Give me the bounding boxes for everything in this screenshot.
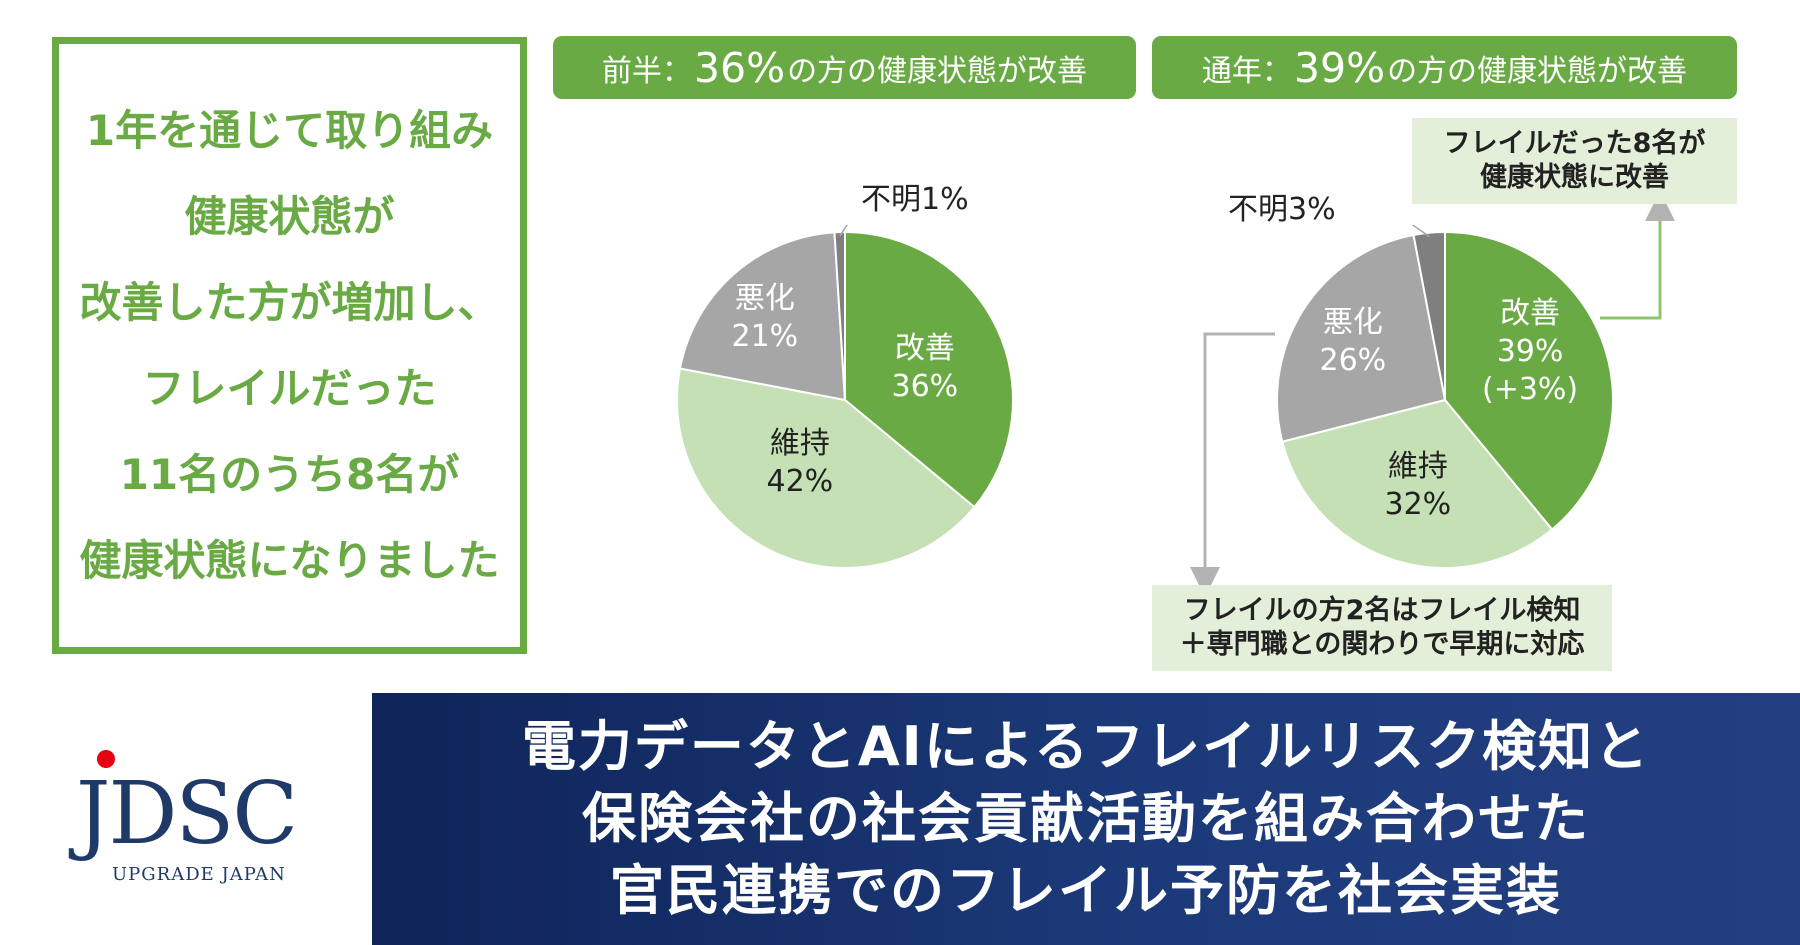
- pie-slice-unknown: [1412, 230, 1446, 401]
- callout-line: フレイルだった8名が: [1443, 128, 1706, 159]
- leader-line: [839, 225, 848, 237]
- pie-slice-worsened: [1276, 233, 1447, 443]
- improved-frailty-callout: フレイルだった8名が 健康状態に改善: [1412, 118, 1737, 204]
- pie-label-name: 改善: [1500, 296, 1561, 331]
- logo-tagline: UPGRADE JAPAN: [112, 864, 286, 885]
- annual-header: 通年： 39% の方の健康状態が改善: [1152, 36, 1737, 99]
- pie-label-improved: 改善 36%: [892, 330, 959, 406]
- first-half-percent: 36%: [693, 43, 786, 92]
- pie-slice-maintained: [676, 367, 976, 569]
- message-line: 11名のうち8名が: [119, 449, 460, 499]
- pie-label-name: 維持: [1387, 449, 1448, 484]
- top-callout-arrow: [1600, 191, 1675, 320]
- pie-slice-improved: [1444, 230, 1614, 531]
- callout-line: ＋専門職との関わりで早期に対応: [1179, 629, 1585, 660]
- pie-label-value: 21%: [731, 319, 799, 354]
- callout-line: 健康状態に改善: [1480, 162, 1669, 193]
- pie-label-maintained: 維持 32%: [1385, 448, 1452, 524]
- pie-label-unknown: 不明1%: [861, 182, 969, 217]
- pie-slice-unknown: [833, 230, 846, 401]
- message-line: 改善した方が増加し、: [79, 277, 500, 327]
- leader-line: [1411, 225, 1430, 238]
- pie-label-worsened: 悪化 26%: [1320, 304, 1387, 380]
- banner-line: 保険会社の社会貢献活動を組み合わせた: [582, 787, 1590, 850]
- pie-label-value: 39%: [1496, 334, 1564, 369]
- jdsc-logo: JDSC UPGRADE JAPAN: [68, 750, 308, 900]
- message-line: フレイルだった: [142, 363, 437, 413]
- banner-line: 官民連携でのフレイル予防を社会実装: [610, 859, 1562, 922]
- pie-label-value: 36%: [891, 369, 959, 404]
- pie-label-maintained: 維持 42%: [767, 425, 834, 501]
- first-half-pie-chart: [676, 225, 1014, 569]
- pie-label-improved: 改善 39% (+3%): [1482, 295, 1578, 409]
- callout-line: フレイルの方2名はフレイル検知: [1183, 595, 1581, 626]
- pie-label-extra: (+3%): [1482, 372, 1579, 407]
- pie-label-value: 26%: [1319, 343, 1387, 378]
- pie-label-name: 改善: [894, 331, 955, 366]
- logo-wordmark: JDSC: [76, 764, 298, 864]
- banner-line: 電力データとAIによるフレイルリスク検知と: [521, 715, 1651, 778]
- early-response-callout: フレイルの方2名はフレイル検知 ＋専門職との関わりで早期に対応: [1152, 585, 1612, 671]
- first-half-header: 前半： 36% の方の健康状態が改善: [553, 36, 1136, 99]
- pie-label-name: 悪化: [1322, 305, 1383, 340]
- first-half-suffix: の方の健康状態が改善: [787, 53, 1088, 89]
- annual-suffix: の方の健康状態が改善: [1387, 53, 1688, 89]
- logo-red-dot: [97, 750, 115, 768]
- first-half-prefix: 前半：: [601, 53, 692, 89]
- pie-slice-worsened: [678, 231, 847, 402]
- message-line: 1年を通じて取り組み: [85, 105, 494, 155]
- pie-slice-maintained: [1281, 398, 1554, 569]
- pie-label-worsened: 悪化 21%: [732, 280, 799, 356]
- bottom-callout-arrow: [1190, 332, 1275, 597]
- pie-label-name: 維持: [769, 426, 830, 461]
- message-line: 健康状態になりました: [79, 535, 500, 585]
- pie-slice-improved: [844, 230, 1014, 509]
- annual-pie-chart: [1276, 225, 1614, 569]
- pie-label-value: 32%: [1384, 487, 1452, 522]
- message-line: 健康状態が: [184, 191, 395, 241]
- annual-prefix: 通年：: [1201, 53, 1292, 89]
- pie-label-unknown: 不明3%: [1228, 192, 1336, 227]
- annual-percent: 39%: [1293, 43, 1386, 92]
- title-banner: 電力データとAIによるフレイルリスク検知と 保険会社の社会貢献活動を組み合わせた…: [372, 693, 1800, 945]
- pie-label-value: 42%: [766, 464, 834, 499]
- message-box: 1年を通じて取り組み 健康状態が 改善した方が増加し、 フレイルだった 11名の…: [52, 37, 527, 654]
- pie-label-name: 悪化: [734, 281, 795, 316]
